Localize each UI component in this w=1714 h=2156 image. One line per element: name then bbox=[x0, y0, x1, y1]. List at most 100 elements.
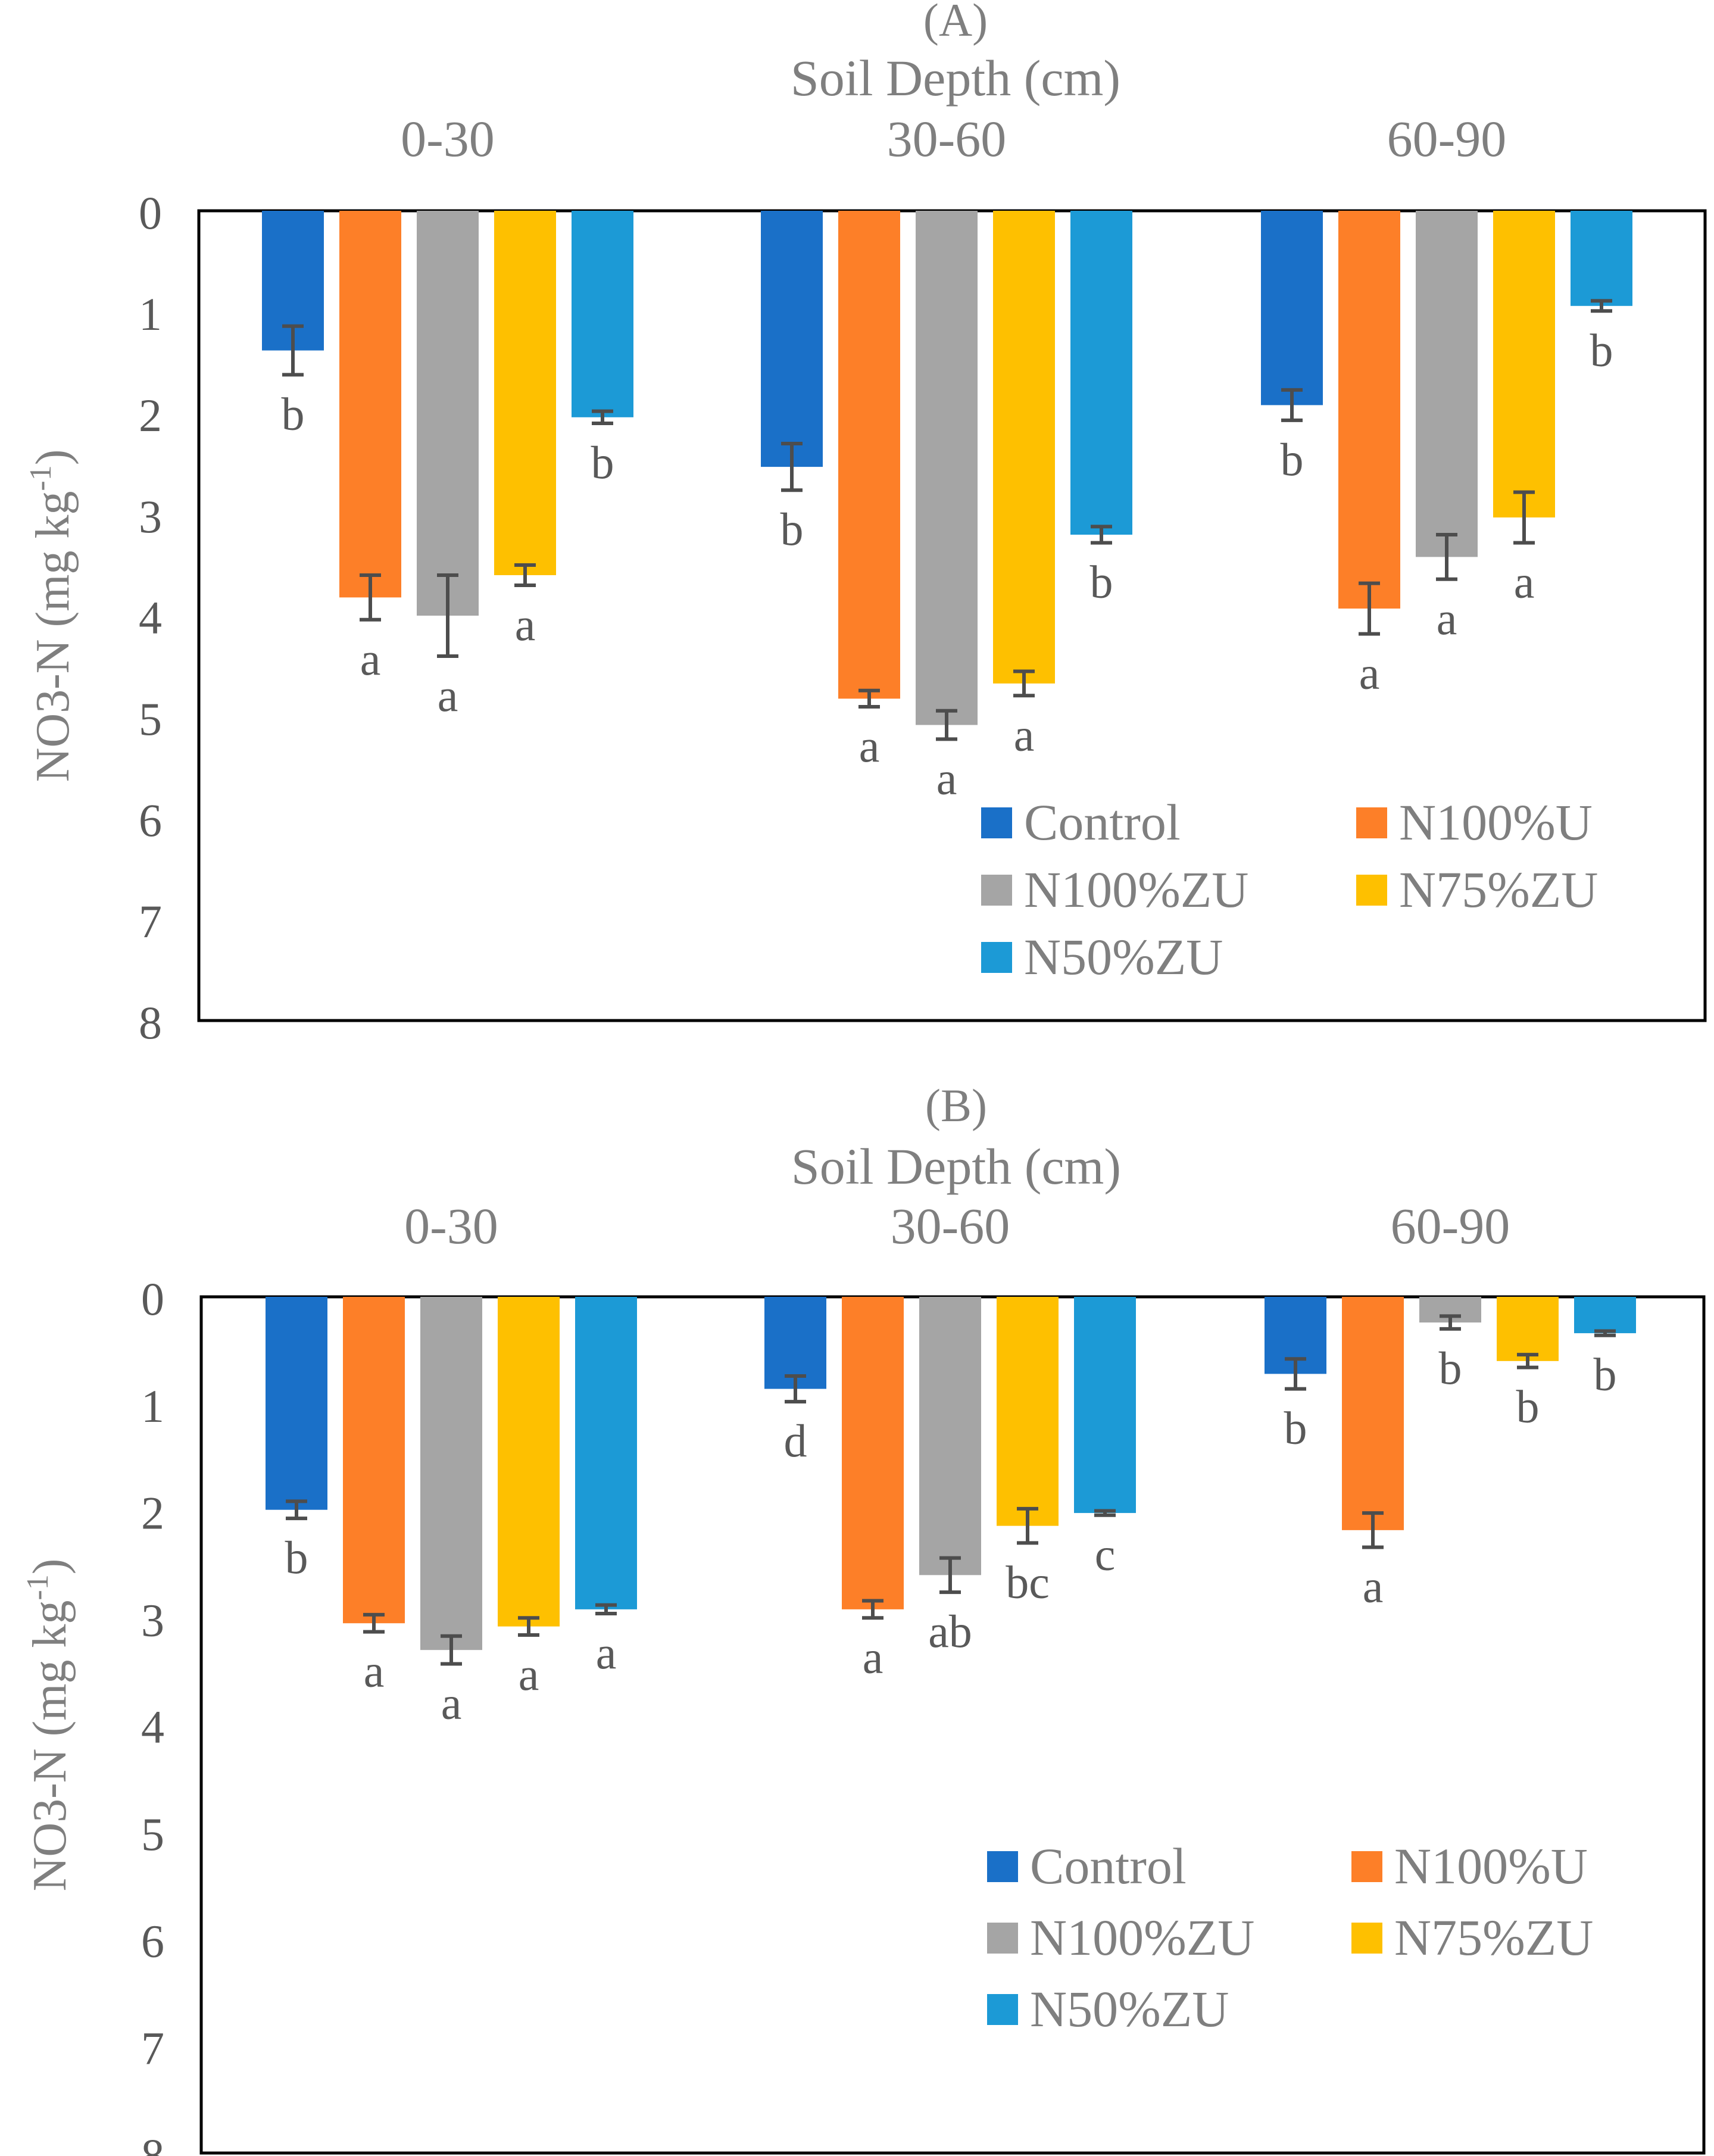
y-tick-label: 0 bbox=[141, 1273, 164, 1325]
error-bar bbox=[1359, 581, 1380, 636]
significance-letter: bc bbox=[1006, 1556, 1050, 1608]
significance-letter: a bbox=[859, 720, 880, 772]
legend-swatch bbox=[981, 875, 1012, 906]
category-label: 30-60 bbox=[891, 1197, 1010, 1255]
y-tick-label: 2 bbox=[139, 389, 162, 441]
chart-title: Soil Depth (cm) bbox=[791, 1138, 1121, 1195]
bar bbox=[1571, 211, 1632, 306]
bar bbox=[575, 1297, 637, 1609]
y-tick-label: 7 bbox=[141, 2022, 164, 2074]
y-axis-title: NO3-N (mg kg-1) bbox=[21, 1559, 76, 1892]
legend-swatch bbox=[1356, 875, 1387, 906]
bar bbox=[1070, 211, 1132, 535]
category-label: 60-90 bbox=[1387, 110, 1507, 167]
category-label: 0-30 bbox=[401, 110, 495, 167]
error-bar bbox=[1591, 299, 1612, 313]
error-bar bbox=[1017, 1506, 1038, 1545]
panel-label: (B) bbox=[925, 1079, 987, 1131]
legend-label: Control bbox=[1024, 794, 1181, 851]
bar bbox=[1416, 211, 1478, 557]
y-axis-title-main: NO3-N (mg kg bbox=[27, 491, 79, 782]
significance-letter: d bbox=[784, 1415, 807, 1467]
panel-a: (A)Soil Depth (cm) 0 1 2 3 4 5 6 7 8 NO3-N (mg kg-… bbox=[24, 0, 1707, 1049]
significance-letter: a bbox=[515, 598, 536, 650]
y-tick-label: 3 bbox=[141, 1594, 164, 1646]
significance-letter: b bbox=[1090, 556, 1113, 608]
significance-letter: b bbox=[1284, 1402, 1307, 1454]
error-bar bbox=[858, 688, 880, 709]
significance-letter: b bbox=[1516, 1381, 1540, 1433]
significance-letter: b bbox=[1281, 433, 1304, 485]
significance-letter: b bbox=[1594, 1349, 1617, 1400]
significance-letter: a bbox=[1514, 556, 1535, 608]
significance-letter: a bbox=[364, 1645, 385, 1697]
bar bbox=[420, 1297, 482, 1650]
significance-letter: b bbox=[1590, 324, 1613, 376]
legend-label: N100%U bbox=[1394, 1837, 1588, 1895]
error-bar bbox=[1362, 1511, 1384, 1549]
legend-swatch bbox=[1351, 1923, 1382, 1954]
chart-title: Soil Depth (cm) bbox=[791, 49, 1120, 107]
bar bbox=[916, 211, 978, 725]
bar bbox=[1574, 1297, 1636, 1334]
legend-label: Control bbox=[1030, 1837, 1187, 1895]
bar bbox=[838, 211, 900, 699]
y-axis-title-close: ) bbox=[24, 1559, 76, 1575]
legend-label: N100%ZU bbox=[1030, 1909, 1254, 1966]
y-tick-label: 6 bbox=[141, 1915, 164, 1967]
error-bar bbox=[286, 1499, 307, 1521]
significance-letter: b bbox=[1439, 1342, 1462, 1394]
significance-letter: a bbox=[1363, 1561, 1384, 1612]
y-axis-title: NO3-N (mg kg-1) bbox=[24, 450, 79, 782]
error-bar bbox=[862, 1599, 883, 1620]
bar bbox=[1493, 211, 1555, 518]
bar bbox=[997, 1297, 1059, 1526]
significance-letter: a bbox=[596, 1627, 617, 1678]
y-tick-label: 7 bbox=[139, 896, 162, 947]
y-axis-title-superscript: -1 bbox=[21, 1574, 55, 1600]
y-tick-label: 1 bbox=[139, 288, 162, 340]
error-bar bbox=[781, 442, 803, 492]
significance-letter: ab bbox=[928, 1605, 972, 1657]
significance-letter: a bbox=[863, 1631, 883, 1683]
error-bar bbox=[1285, 1357, 1306, 1391]
y-tick-label: 4 bbox=[141, 1701, 164, 1753]
y-tick-label: 8 bbox=[139, 997, 162, 1049]
bar bbox=[919, 1297, 981, 1575]
error-bar bbox=[592, 409, 613, 425]
category-label: 60-90 bbox=[1391, 1197, 1510, 1255]
category-label: 0-30 bbox=[404, 1197, 498, 1255]
significance-letter: a bbox=[1359, 647, 1380, 699]
legend-label: N75%ZU bbox=[1399, 861, 1598, 918]
bar bbox=[417, 211, 479, 616]
legend-label: N50%ZU bbox=[1030, 1980, 1229, 2038]
y-tick-label: 8 bbox=[141, 2129, 164, 2156]
error-bar bbox=[363, 1612, 385, 1634]
bar bbox=[1342, 1297, 1404, 1530]
y-tick-label: 5 bbox=[139, 693, 162, 745]
y-axis-title-superscript: -1 bbox=[24, 465, 58, 491]
significance-letter: b bbox=[591, 436, 614, 488]
significance-letter: b bbox=[285, 1531, 308, 1583]
bar bbox=[993, 211, 1055, 684]
legend-swatch bbox=[987, 1994, 1018, 2025]
bar bbox=[842, 1297, 904, 1609]
y-axis-title-main: NO3-N (mg kg bbox=[24, 1600, 76, 1892]
y-tick-label: 6 bbox=[139, 794, 162, 846]
legend-label: N50%ZU bbox=[1024, 928, 1223, 985]
legend-swatch bbox=[981, 807, 1012, 838]
error-bar bbox=[1440, 1314, 1461, 1331]
error-bar bbox=[514, 563, 536, 587]
bar bbox=[764, 1297, 826, 1389]
legend: Control N100%U N100%ZU N75%ZU N50%ZU bbox=[981, 794, 1598, 985]
error-bar bbox=[1281, 388, 1303, 422]
bar bbox=[572, 211, 633, 417]
bar bbox=[343, 1297, 405, 1624]
bar bbox=[1497, 1297, 1559, 1361]
error-bar bbox=[360, 573, 381, 622]
significance-letter: b bbox=[780, 503, 804, 555]
error-bar bbox=[1513, 490, 1535, 545]
error-bar bbox=[1436, 533, 1457, 581]
legend-label: N100%ZU bbox=[1024, 861, 1248, 918]
